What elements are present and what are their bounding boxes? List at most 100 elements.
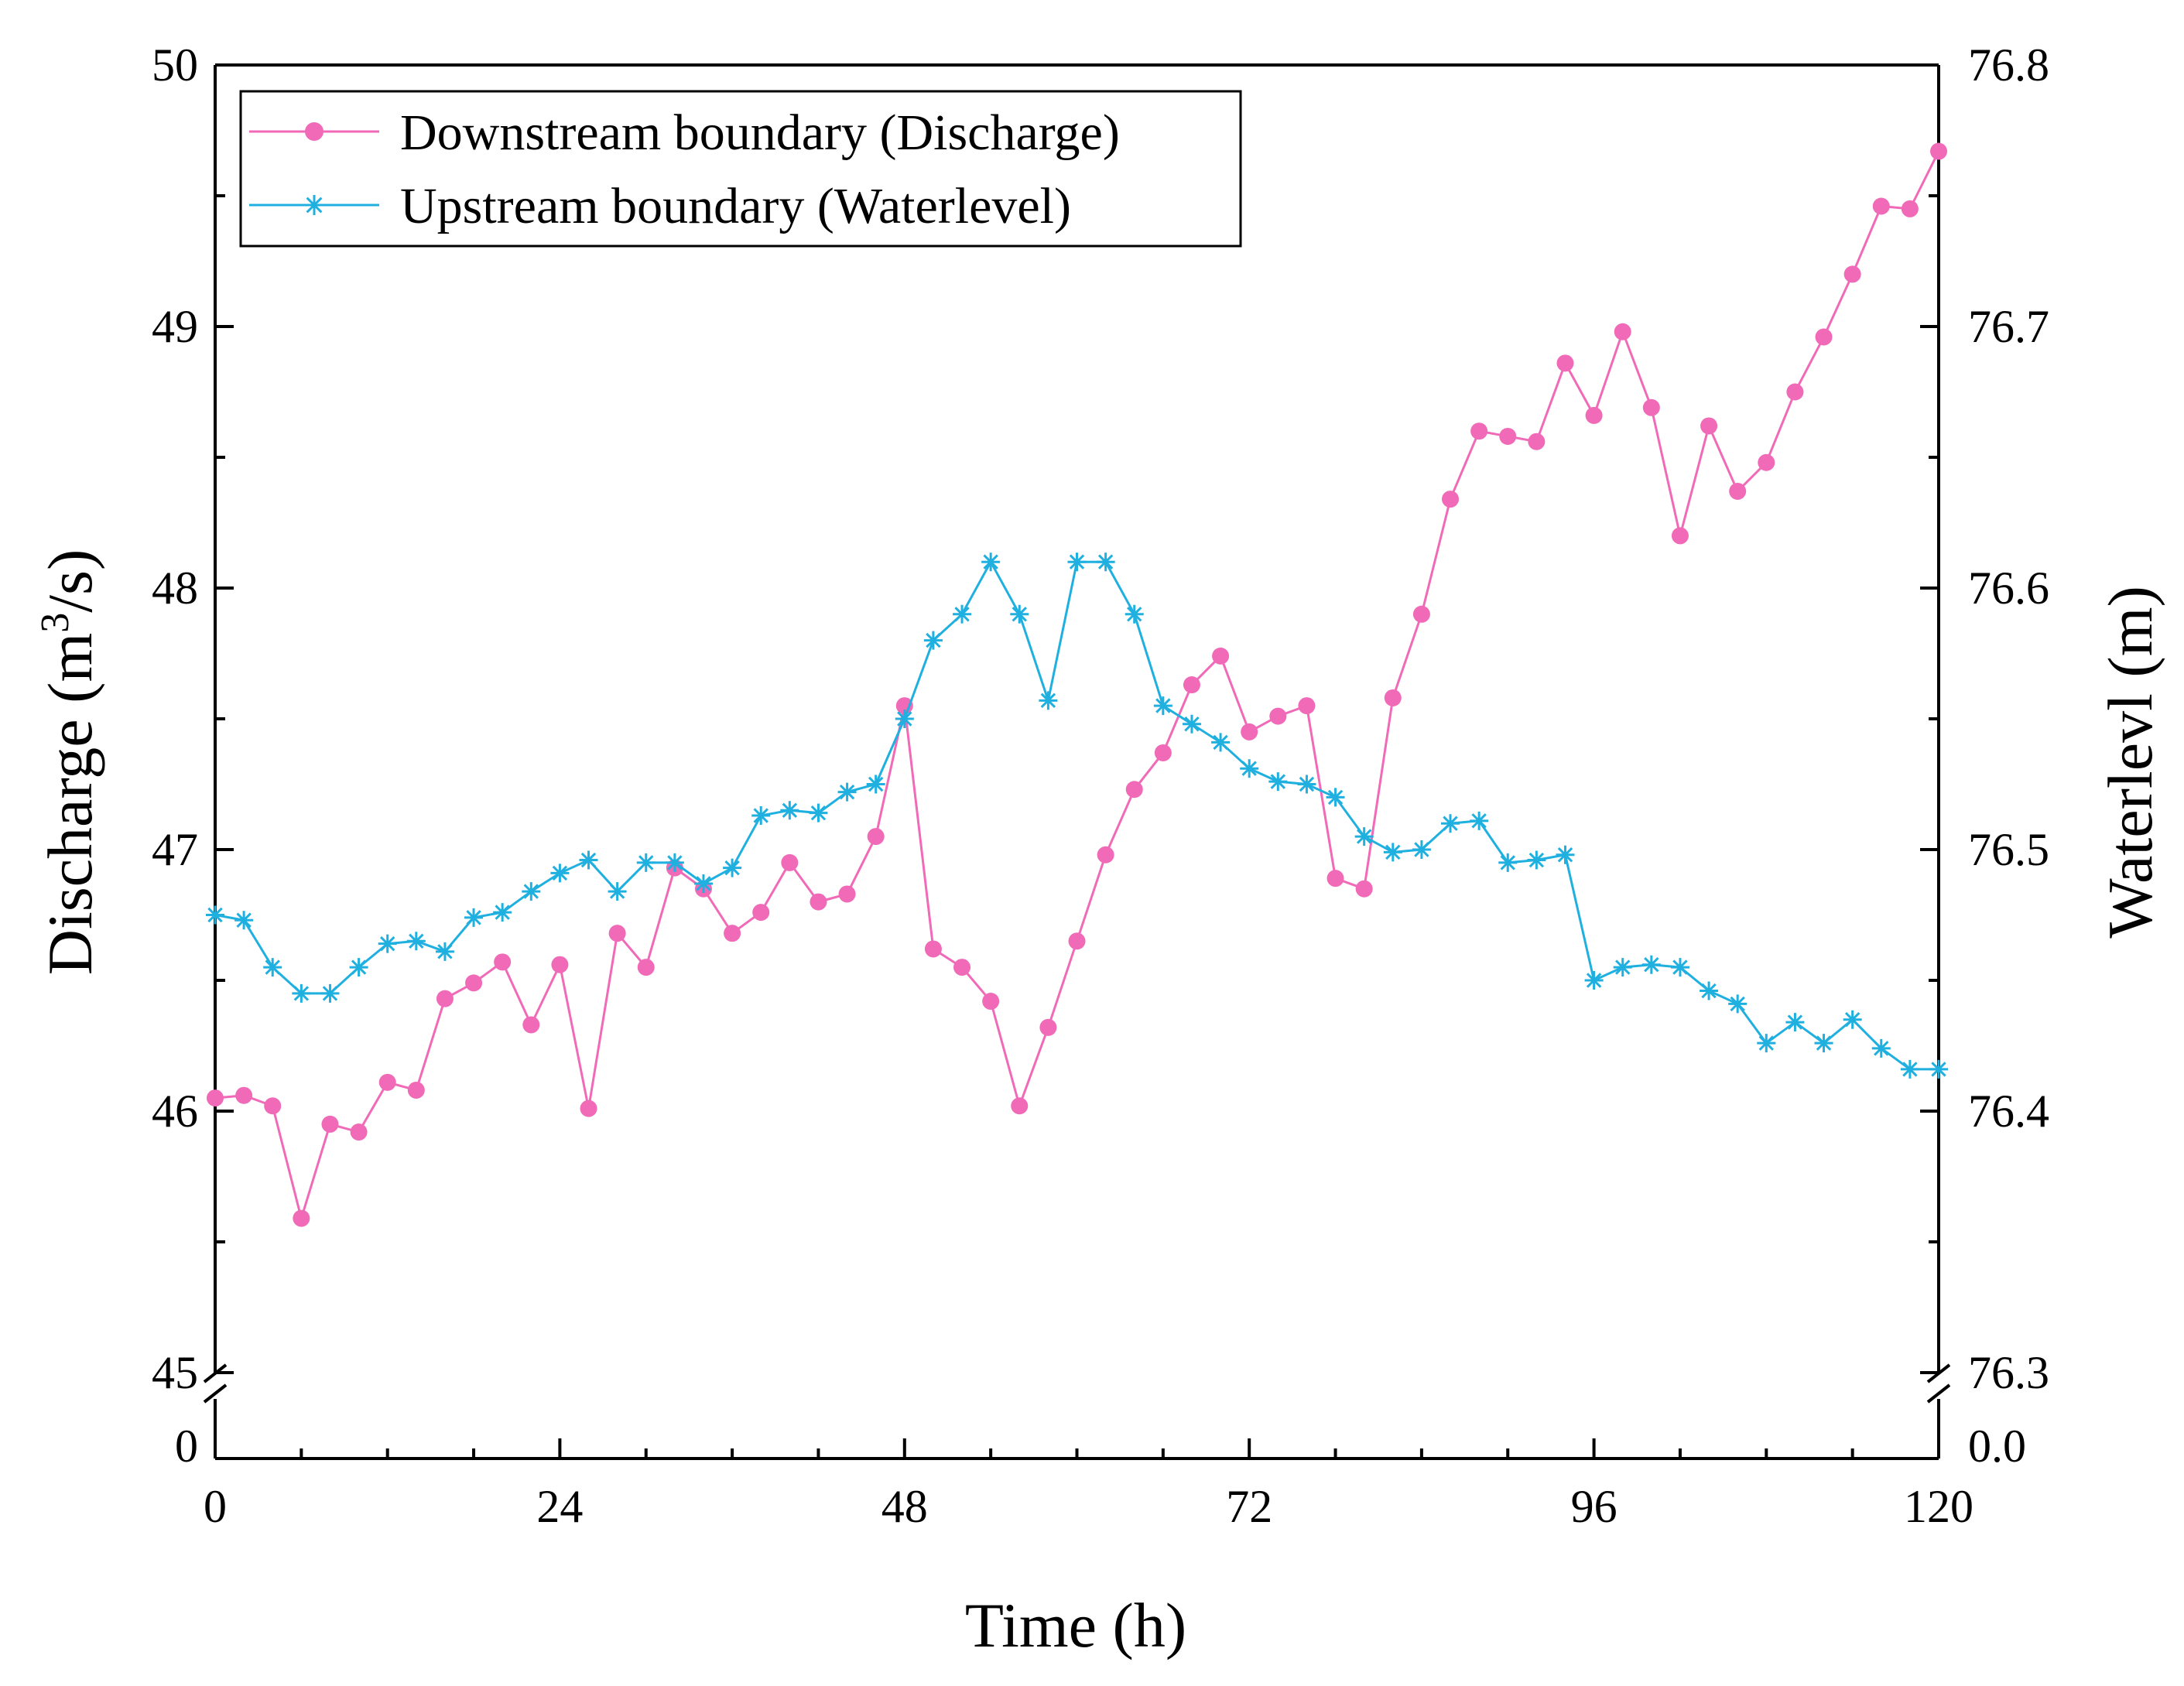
- data-point: [1729, 482, 1747, 500]
- legend-label-waterlevel: Upstream boundary (Waterlevel): [400, 178, 1071, 234]
- data-point: [1614, 323, 1631, 340]
- data-point: [320, 983, 340, 1003]
- data-point: [867, 828, 885, 846]
- data-point: [1642, 398, 1660, 416]
- data-point: [693, 874, 713, 893]
- series-line: [214, 559, 1939, 1071]
- data-point: [981, 552, 1001, 572]
- plot-frame: [203, 63, 1951, 1460]
- data-point: [1556, 845, 1575, 864]
- data-point: [1183, 676, 1200, 694]
- data-point: [1268, 772, 1288, 792]
- data-point: [1499, 427, 1517, 445]
- data-point: [1355, 880, 1373, 898]
- data-point: [350, 1123, 368, 1141]
- data-point: [1039, 691, 1058, 710]
- y-left-tick-label: 49: [152, 301, 198, 352]
- x-axis-label: Time (h): [965, 1590, 1186, 1660]
- data-point: [1212, 647, 1230, 665]
- data-point: [580, 1099, 597, 1117]
- data-point: [780, 801, 799, 820]
- data-point: [550, 864, 570, 883]
- data-point: [1297, 775, 1316, 794]
- data-point: [1241, 723, 1258, 740]
- data-point: [637, 959, 655, 976]
- data-point: [1613, 958, 1632, 977]
- data-point: [1671, 527, 1689, 545]
- data-point: [1354, 827, 1374, 846]
- data-point: [206, 905, 224, 925]
- data-point: [1412, 605, 1430, 623]
- data-point: [1298, 697, 1316, 715]
- data-point: [781, 853, 799, 871]
- data-point: [1470, 811, 1489, 830]
- x-tick-label: 120: [1904, 1481, 1973, 1532]
- data-point: [1700, 417, 1718, 435]
- data-point: [349, 958, 368, 977]
- legend-marker-discharge: [305, 122, 323, 141]
- legend: Downstream boundary (Discharge) Upstream…: [239, 90, 1242, 248]
- data-point: [522, 1016, 540, 1034]
- data-point: [1383, 843, 1402, 862]
- series-discharge: [207, 142, 1947, 1227]
- data-point: [494, 953, 512, 971]
- data-point: [406, 932, 426, 951]
- data-point: [234, 911, 254, 930]
- data-point: [1068, 932, 1086, 950]
- data-point: [378, 1073, 396, 1091]
- y-left-tick-label: 48: [152, 563, 198, 614]
- data-point: [1641, 955, 1661, 974]
- data-point: [608, 925, 626, 942]
- data-point: [1930, 142, 1947, 160]
- data-point: [321, 1115, 339, 1133]
- y-left-tick-label: 47: [152, 824, 198, 875]
- y-right-tick-label: 76.5: [1968, 824, 2049, 875]
- y-axis-label-left: Discharge (m3/s): [33, 549, 105, 976]
- data-point: [1527, 850, 1546, 870]
- data-point: [751, 806, 771, 826]
- data-point: [1584, 971, 1604, 990]
- data-point: [522, 882, 541, 901]
- data-point: [1843, 265, 1861, 283]
- data-point: [1125, 604, 1144, 624]
- data-point: [953, 604, 972, 624]
- data-point: [263, 958, 282, 977]
- data-point: [1670, 958, 1689, 977]
- data-point: [1871, 1038, 1891, 1058]
- series-line: [214, 150, 1940, 1223]
- y-right-tick-label: 76.3: [1968, 1347, 2049, 1398]
- data-point: [724, 925, 741, 942]
- legend-label-discharge: Downstream boundary (Discharge): [400, 104, 1120, 161]
- y-right-tick-label: 76.8: [1968, 39, 2049, 91]
- data-point: [579, 850, 598, 870]
- y-right-tick-label: 76.4: [1968, 1086, 2049, 1137]
- data-point: [465, 974, 483, 992]
- data-point: [923, 631, 943, 650]
- data-point: [1528, 433, 1546, 450]
- data-point: [407, 1081, 425, 1099]
- x-tick-label: 72: [1226, 1481, 1272, 1532]
- data-point: [207, 1089, 224, 1107]
- y-right-tick-label: 76.6: [1968, 563, 2049, 614]
- data-point: [895, 710, 914, 728]
- data-point: [1010, 604, 1029, 624]
- data-point: [1929, 1059, 1948, 1079]
- data-point: [1067, 552, 1087, 572]
- x-tick-label: 48: [881, 1481, 928, 1532]
- data-point: [1326, 870, 1344, 887]
- data-point: [1182, 714, 1201, 734]
- data-point: [752, 904, 770, 922]
- legend-box: [239, 90, 1242, 248]
- data-point: [1470, 422, 1488, 440]
- data-point: [1269, 707, 1287, 725]
- data-point: [1097, 846, 1114, 864]
- x-tick-label: 96: [1571, 1481, 1617, 1532]
- data-point: [1326, 788, 1345, 807]
- data-point: [953, 959, 971, 976]
- data-point: [1786, 383, 1804, 401]
- data-point: [551, 956, 569, 973]
- data-point: [1442, 491, 1460, 508]
- data-point: [1011, 1097, 1029, 1115]
- legend-marker-waterlevel: [304, 195, 324, 215]
- data-point: [235, 1086, 253, 1104]
